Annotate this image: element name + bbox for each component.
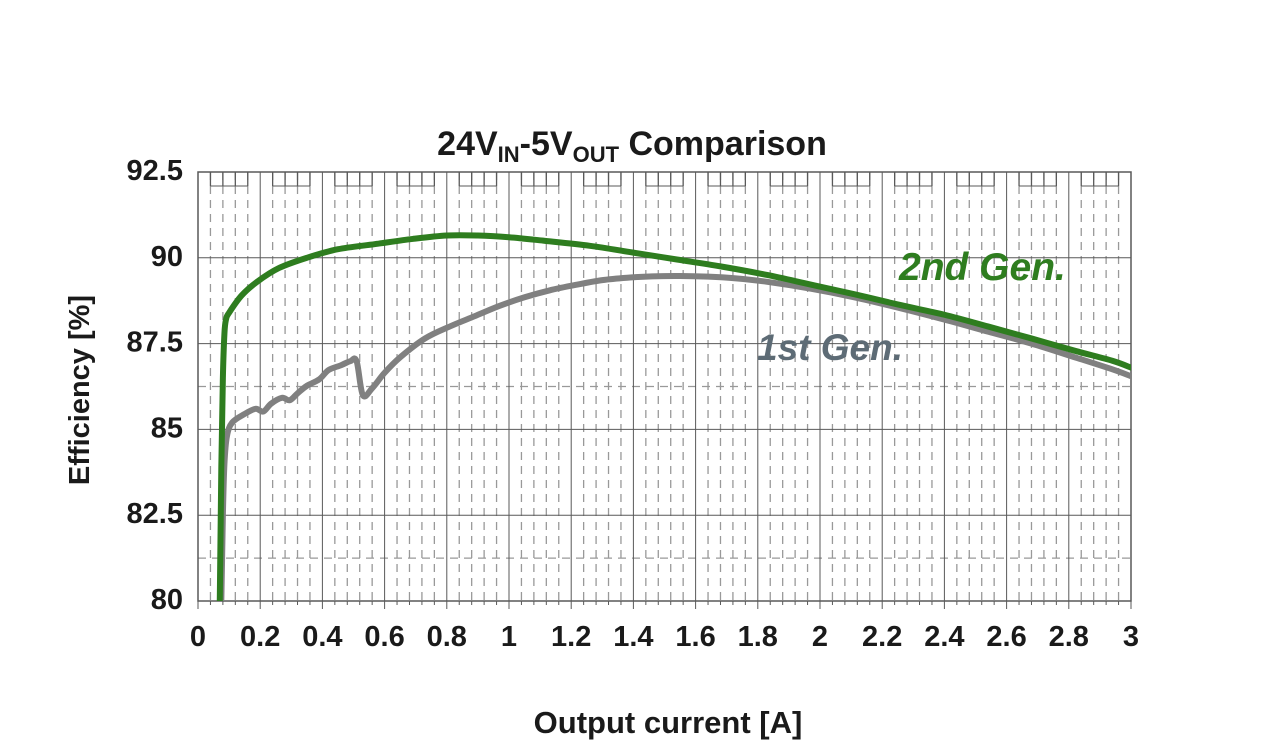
svg-text:2.4: 2.4 xyxy=(924,621,964,653)
svg-text:24VIN-5VOUT Comparison: 24VIN-5VOUT Comparison xyxy=(437,125,827,167)
svg-text:Efficiency [%]: Efficiency [%] xyxy=(64,295,96,485)
svg-text:0.4: 0.4 xyxy=(302,621,342,653)
svg-text:1.4: 1.4 xyxy=(613,621,653,653)
svg-text:2.6: 2.6 xyxy=(986,621,1026,653)
svg-text:0.2: 0.2 xyxy=(240,621,280,653)
svg-text:87.5: 87.5 xyxy=(127,327,183,359)
svg-text:80: 80 xyxy=(151,584,183,616)
svg-text:Output current [A]: Output current [A] xyxy=(534,705,803,740)
svg-text:82.5: 82.5 xyxy=(127,498,183,530)
svg-text:1st Gen.: 1st Gen. xyxy=(757,327,903,368)
svg-text:1.8: 1.8 xyxy=(738,621,778,653)
svg-text:0.8: 0.8 xyxy=(427,621,467,653)
svg-text:1.2: 1.2 xyxy=(551,621,591,653)
svg-text:92.5: 92.5 xyxy=(127,155,183,187)
svg-text:1.6: 1.6 xyxy=(675,621,715,653)
svg-text:3: 3 xyxy=(1123,621,1139,653)
svg-text:2nd Gen.: 2nd Gen. xyxy=(898,246,1066,289)
svg-text:0.6: 0.6 xyxy=(364,621,404,653)
svg-text:1: 1 xyxy=(501,621,517,653)
svg-text:2.2: 2.2 xyxy=(862,621,902,653)
svg-text:85: 85 xyxy=(151,412,183,444)
svg-text:2.8: 2.8 xyxy=(1049,621,1089,653)
svg-text:2: 2 xyxy=(812,621,828,653)
svg-text:0: 0 xyxy=(190,621,206,653)
svg-text:90: 90 xyxy=(151,241,183,273)
